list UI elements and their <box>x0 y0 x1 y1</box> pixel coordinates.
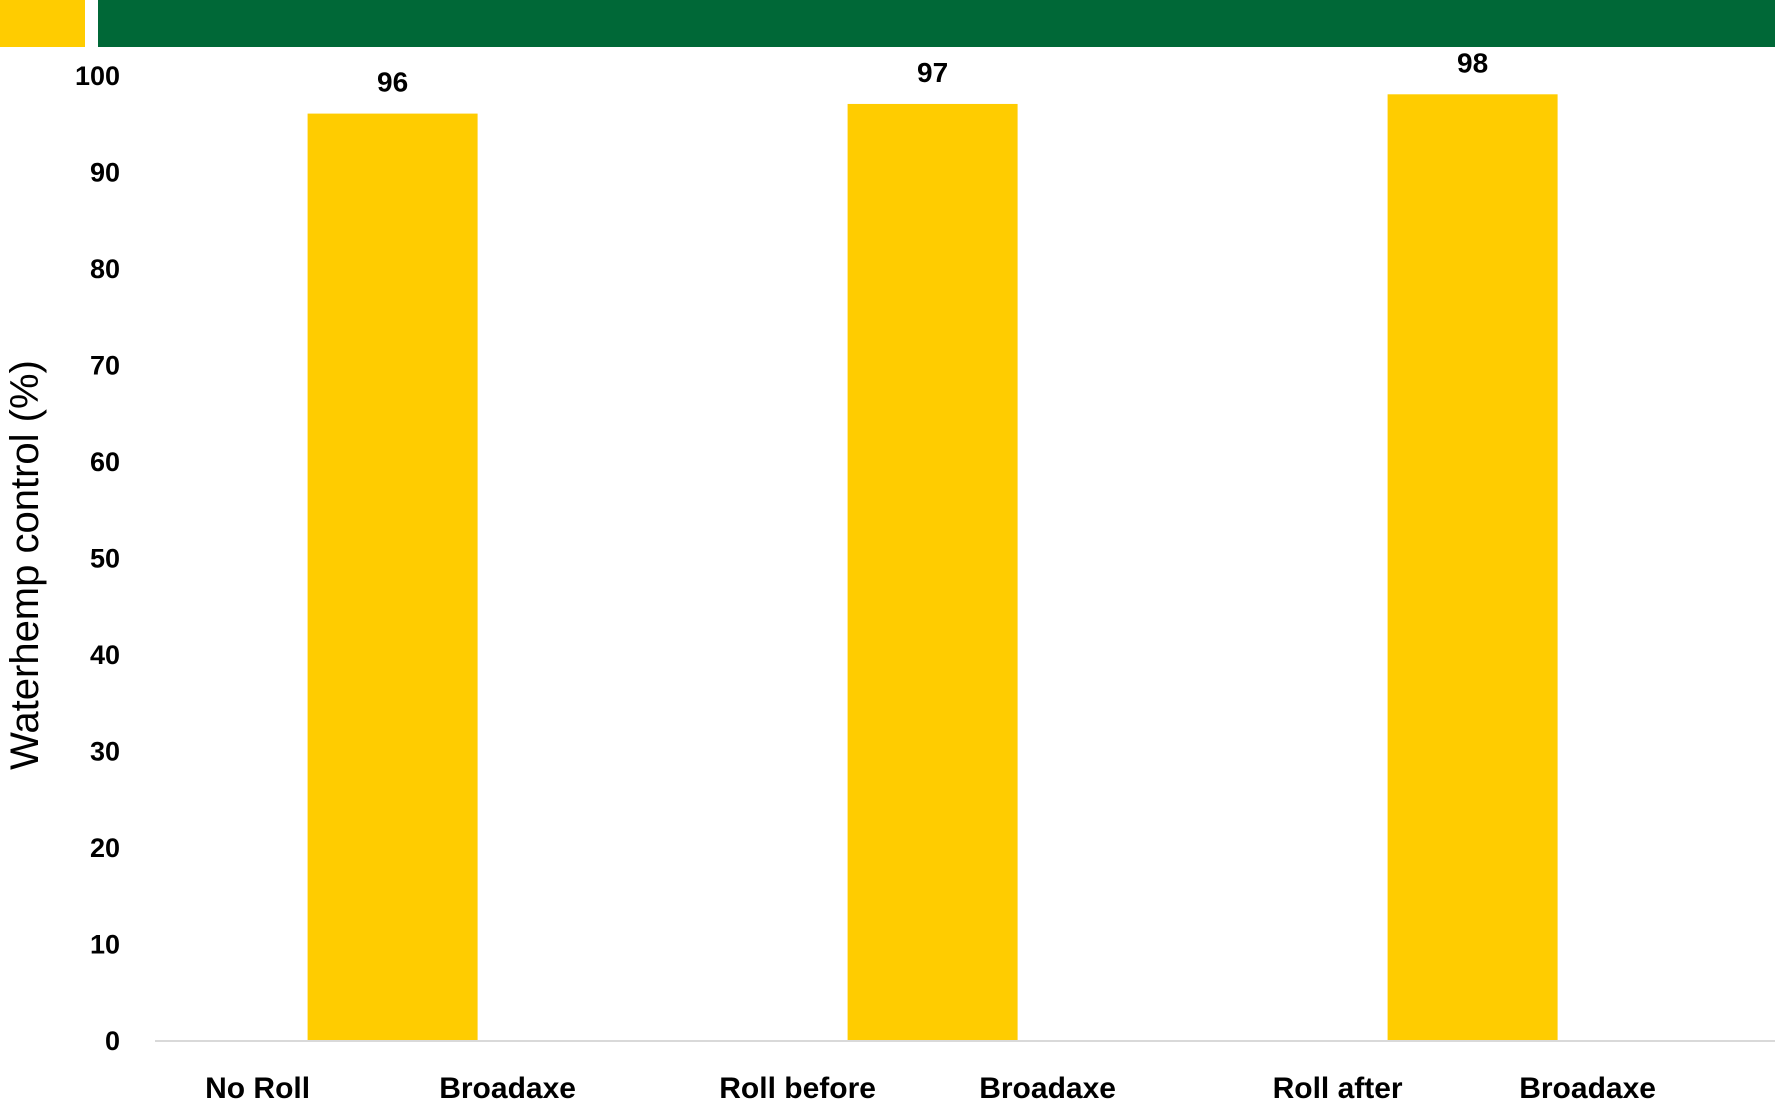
category-label: Roll before <box>719 1072 876 1105</box>
y-tick-label: 50 <box>90 544 120 574</box>
data-labels: 96 97 98 <box>377 47 1488 97</box>
y-tick-label: 30 <box>90 737 120 767</box>
y-tick-label: 20 <box>90 833 120 863</box>
bar-data-label: 96 <box>377 67 408 98</box>
bar-data-label: 97 <box>917 57 948 88</box>
bar <box>307 113 478 1041</box>
y-tick-label: 100 <box>75 61 120 91</box>
header-band-gold <box>0 0 85 47</box>
bar <box>847 103 1018 1040</box>
bars <box>307 94 1558 1041</box>
category-label: Broadaxe <box>439 1072 576 1105</box>
y-tick-label: 90 <box>90 158 120 188</box>
y-tick-label: 40 <box>90 640 120 670</box>
y-axis-title: Waterhemp control (%) <box>3 360 47 770</box>
category-label: Broadaxe <box>979 1072 1116 1105</box>
y-tick-label: 0 <box>105 1026 120 1056</box>
header-band-green <box>98 0 1775 47</box>
category-label: Roll after <box>1273 1072 1403 1105</box>
header-band <box>0 0 1775 47</box>
y-axis-ticks: 0 10 20 30 40 50 60 70 80 90 100 <box>75 61 120 1056</box>
bar-data-label: 98 <box>1457 47 1488 78</box>
category-label: Broadaxe <box>1519 1072 1656 1105</box>
y-tick-label: 60 <box>90 447 120 477</box>
y-tick-label: 70 <box>90 351 120 381</box>
y-tick-label: 10 <box>90 930 120 960</box>
category-label: No Roll <box>205 1072 310 1105</box>
bar <box>1387 94 1558 1041</box>
category-labels: No Roll Broadaxe Roll before Broadaxe Roll a… <box>205 1072 1656 1105</box>
y-tick-label: 80 <box>90 254 120 284</box>
